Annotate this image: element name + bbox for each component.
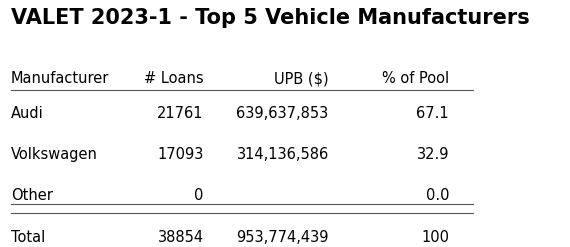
- Text: Other: Other: [11, 188, 53, 203]
- Text: Audi: Audi: [11, 106, 44, 121]
- Text: VALET 2023-1 - Top 5 Vehicle Manufacturers: VALET 2023-1 - Top 5 Vehicle Manufacture…: [11, 8, 530, 28]
- Text: Manufacturer: Manufacturer: [11, 71, 109, 86]
- Text: # Loans: # Loans: [144, 71, 203, 86]
- Text: Volkswagen: Volkswagen: [11, 147, 98, 162]
- Text: 314,136,586: 314,136,586: [237, 147, 329, 162]
- Text: 32.9: 32.9: [417, 147, 449, 162]
- Text: 21761: 21761: [157, 106, 203, 121]
- Text: 17093: 17093: [157, 147, 203, 162]
- Text: 0: 0: [194, 188, 203, 203]
- Text: Total: Total: [11, 230, 45, 245]
- Text: % of Pool: % of Pool: [382, 71, 449, 86]
- Text: 100: 100: [421, 230, 449, 245]
- Text: 38854: 38854: [157, 230, 203, 245]
- Text: 0.0: 0.0: [426, 188, 449, 203]
- Text: UPB ($): UPB ($): [274, 71, 329, 86]
- Text: 639,637,853: 639,637,853: [237, 106, 329, 121]
- Text: 953,774,439: 953,774,439: [236, 230, 329, 245]
- Text: 67.1: 67.1: [417, 106, 449, 121]
